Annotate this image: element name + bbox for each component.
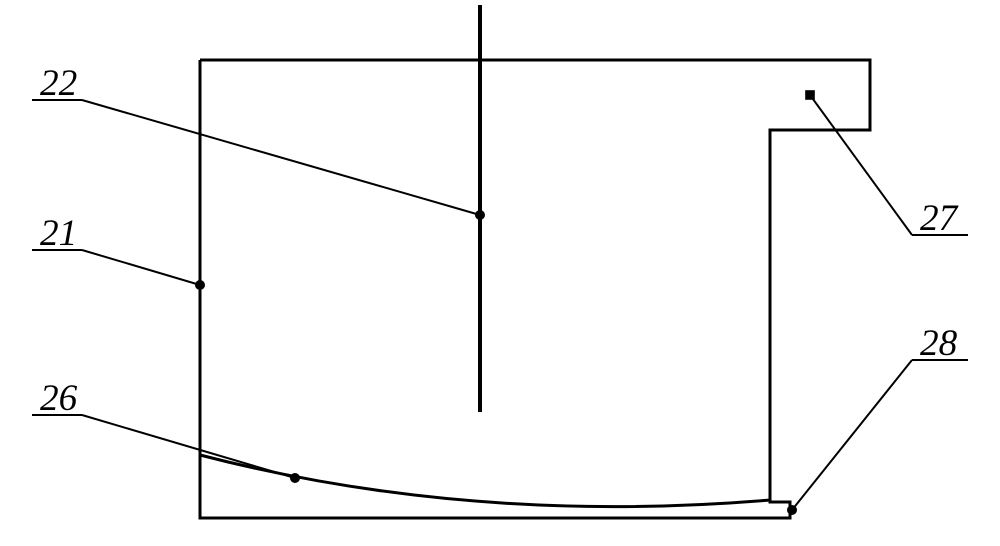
- callout-marker-22: [475, 210, 485, 220]
- technical-diagram: 22 21 26 27 28: [0, 0, 1000, 546]
- callout-marker-21: [195, 280, 205, 290]
- callout-label-22: 22: [40, 63, 77, 104]
- callout-label-28: 28: [920, 323, 958, 364]
- callout-label-27: 27: [920, 198, 959, 239]
- callout-label-21: 21: [40, 213, 77, 254]
- callout-marker-27: [805, 90, 815, 100]
- callout-marker-26: [290, 473, 300, 483]
- callout-marker-28: [787, 505, 797, 515]
- callout-label-26: 26: [40, 378, 78, 419]
- canvas-bg: [0, 0, 1000, 546]
